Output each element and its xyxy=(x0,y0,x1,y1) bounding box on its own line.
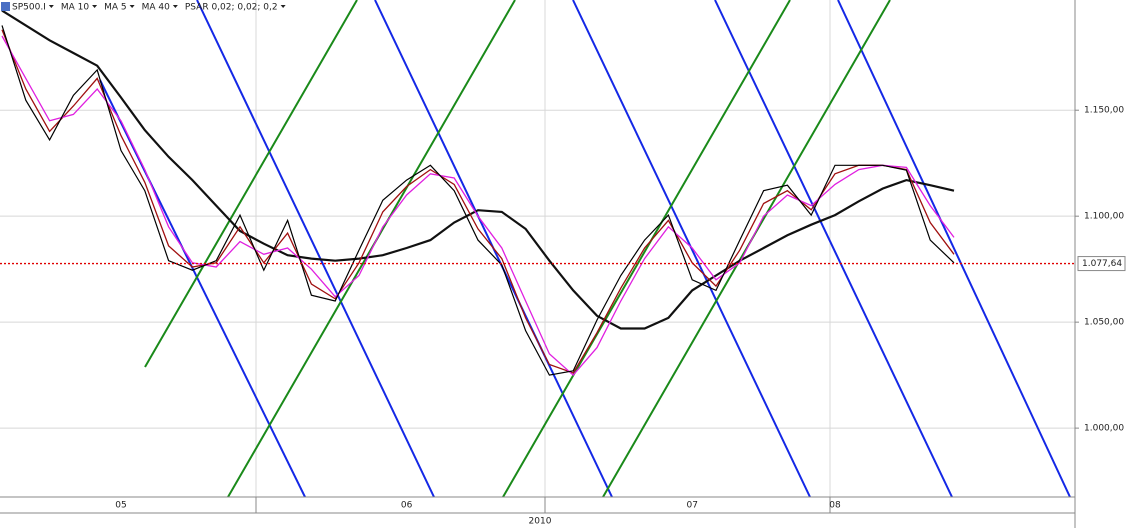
x-tick-label: 06 xyxy=(401,501,413,511)
legend[interactable]: SP500.I MA 10 MA 5 MA 40 PSAR 0,02; 0,02; 0,… xyxy=(1,2,286,13)
grid xyxy=(0,0,1075,497)
legend-dropdown[interactable] xyxy=(129,5,135,8)
legend-dropdown[interactable] xyxy=(280,5,286,8)
x-tick-label: 08 xyxy=(829,501,841,511)
trend-line xyxy=(144,0,358,368)
trend-line xyxy=(99,79,306,497)
x-axis-year: 2010 xyxy=(529,517,552,527)
price-line xyxy=(1,9,955,330)
y-tick-label: 1.050,00 xyxy=(1084,318,1124,328)
legend-label[interactable]: MA 10 xyxy=(61,3,90,13)
x-tick-label: 05 xyxy=(115,501,126,511)
legend-label[interactable]: MA 40 xyxy=(142,3,171,13)
price-line xyxy=(1,25,955,376)
trend-line xyxy=(196,0,435,497)
symbol-icon xyxy=(1,2,10,11)
price-line xyxy=(1,35,955,377)
price-line xyxy=(1,29,955,374)
current-price-label: 1.077,64 xyxy=(1082,259,1122,269)
legend-dropdown[interactable] xyxy=(92,5,98,8)
y-tick-label: 1.150,00 xyxy=(1084,106,1124,116)
trend-line xyxy=(837,0,1071,497)
trend-line xyxy=(502,0,791,497)
legend-label[interactable]: MA 5 xyxy=(104,3,127,13)
trend-lines xyxy=(99,0,1071,497)
trend-line xyxy=(572,0,811,497)
current-price-box xyxy=(1077,256,1126,272)
legend-label[interactable]: PSAR 0,02; 0,02; 0,2 xyxy=(185,3,278,13)
trend-line xyxy=(714,0,953,497)
y-tick-label: 1.000,00 xyxy=(1084,424,1124,434)
legend-label[interactable]: SP500.I xyxy=(12,3,46,13)
legend-dropdown[interactable] xyxy=(172,5,178,8)
y-tick-label: 1.100,00 xyxy=(1084,212,1124,222)
legend-dropdown[interactable] xyxy=(48,5,54,8)
series-layer xyxy=(1,9,955,377)
x-tick-label: 07 xyxy=(686,501,697,511)
